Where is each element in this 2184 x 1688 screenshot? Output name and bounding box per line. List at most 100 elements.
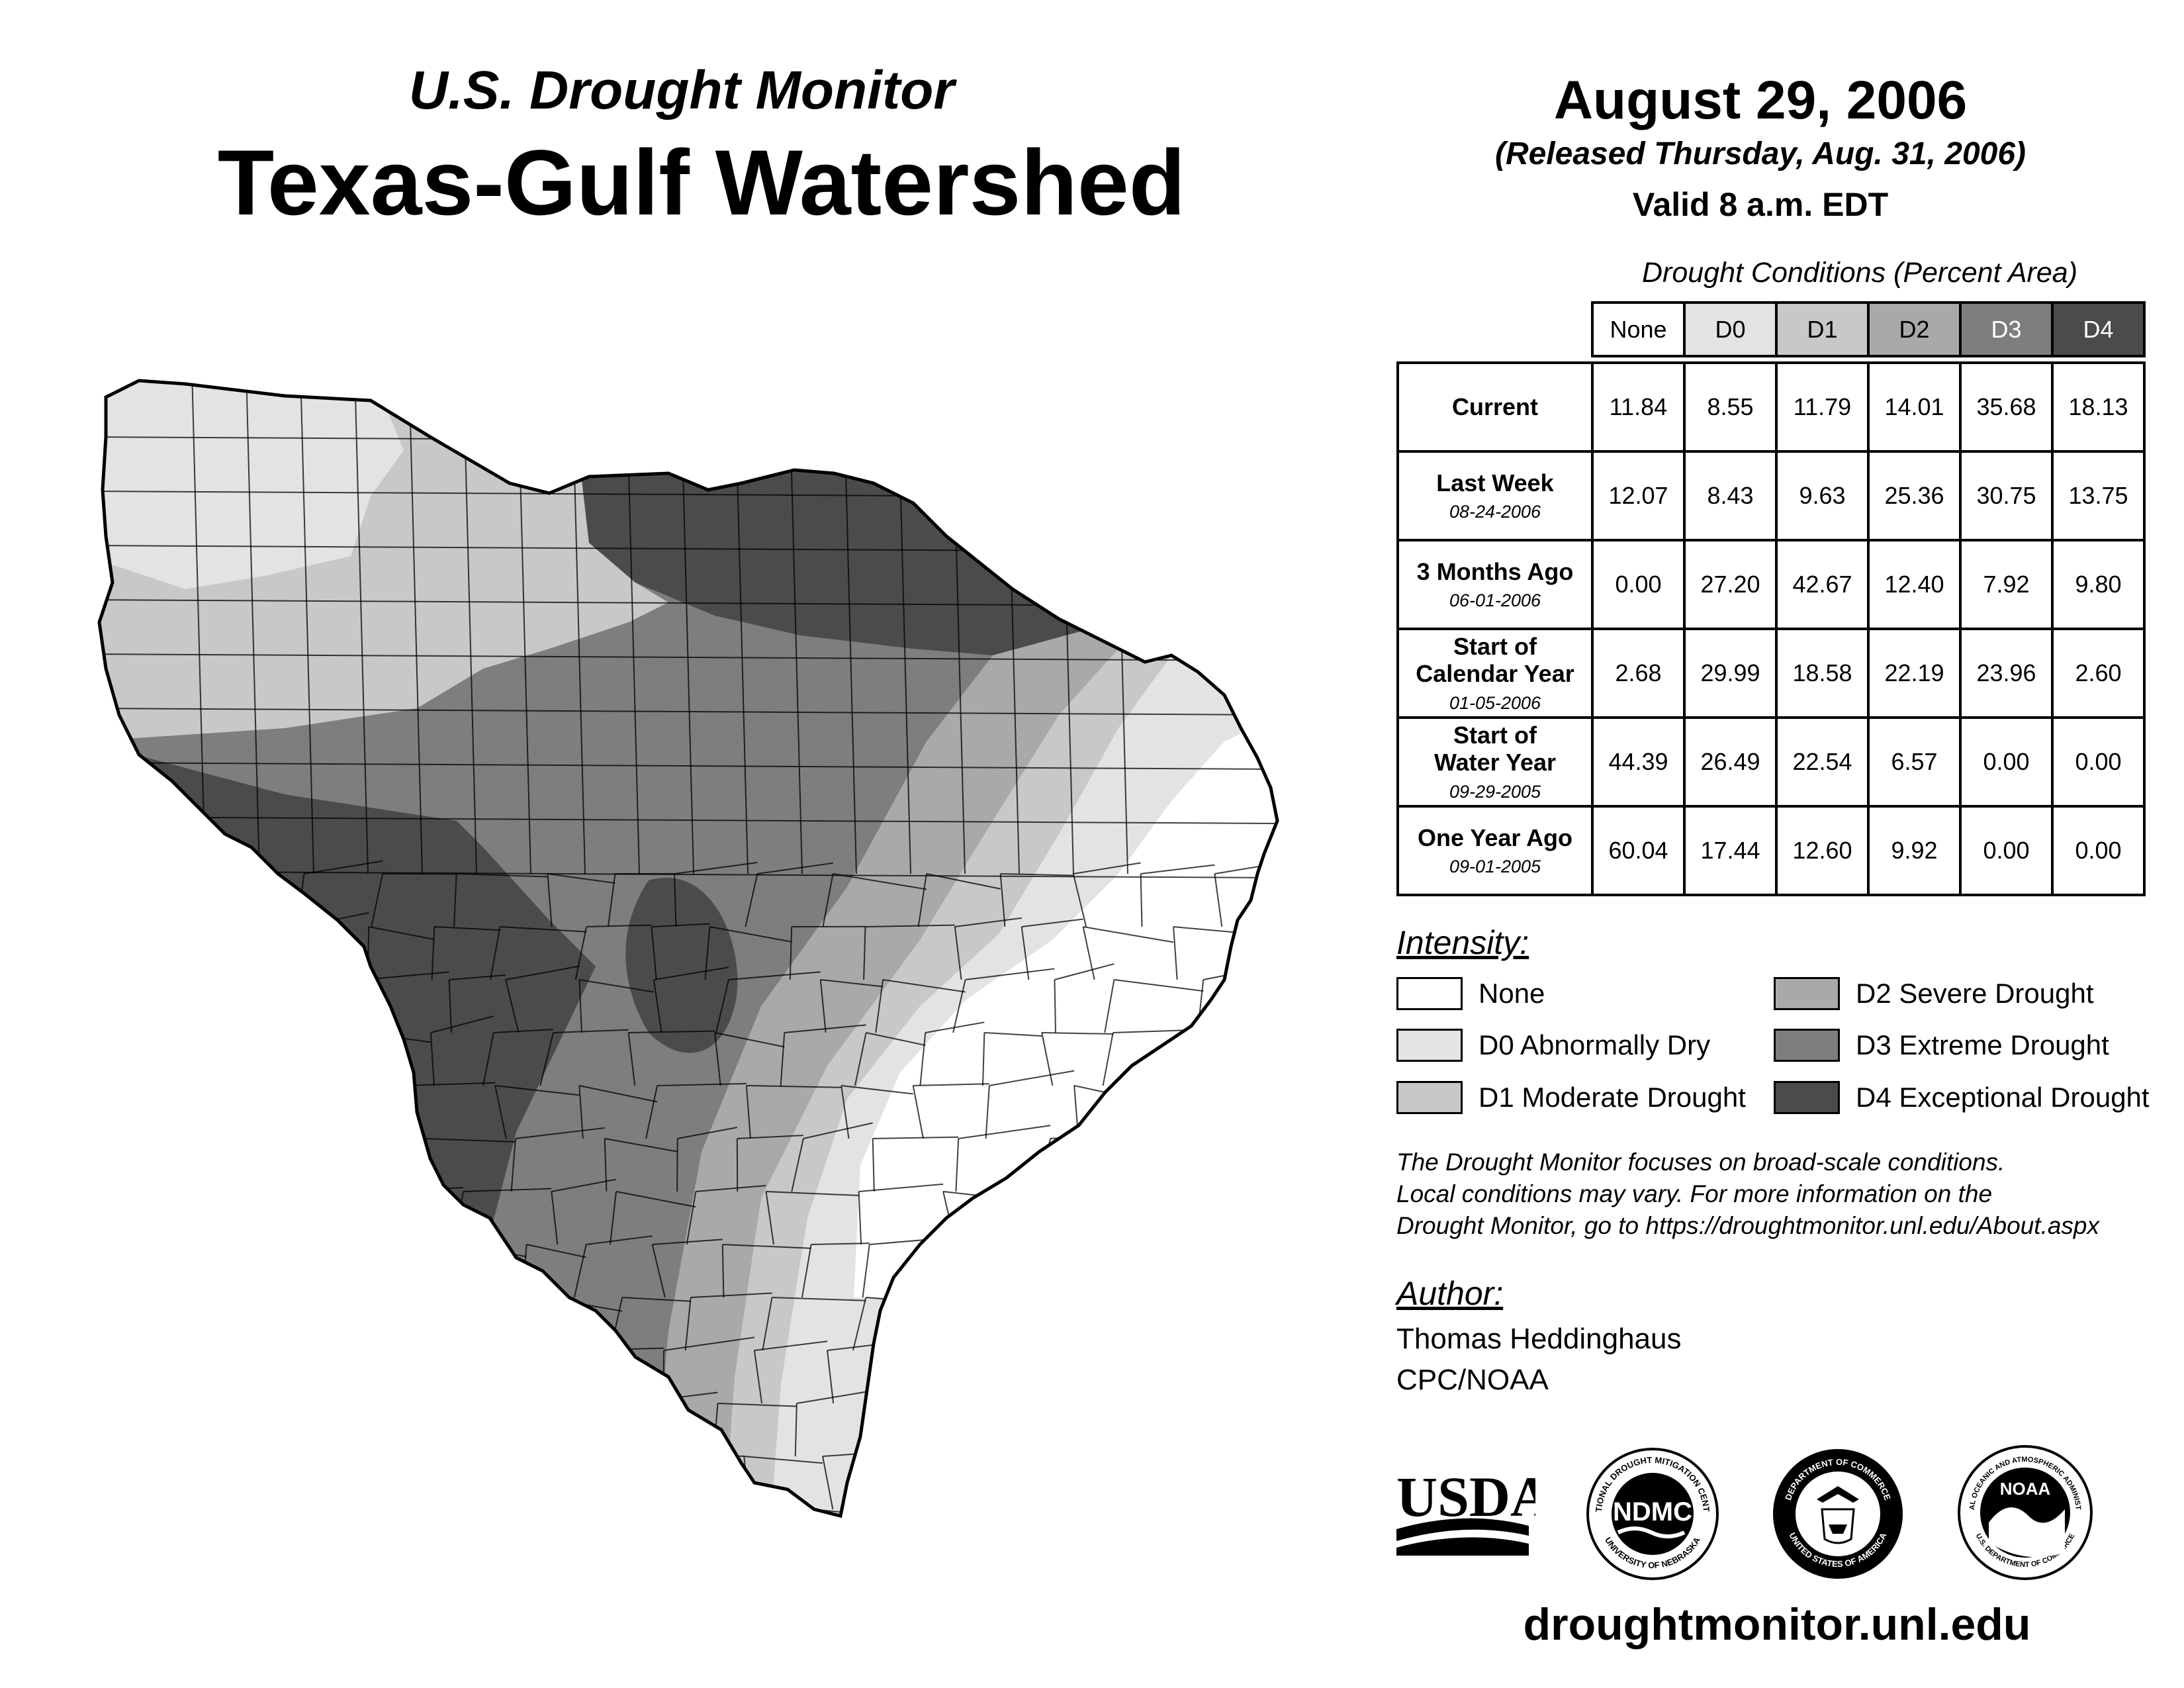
county-line	[408, 381, 423, 874]
county-line	[952, 979, 966, 1033]
county-line	[298, 926, 311, 980]
ndmc-wave	[1617, 1526, 1686, 1538]
county-line	[303, 1191, 315, 1245]
map-date: August 29, 2006	[1553, 70, 1968, 130]
county-line	[314, 1403, 324, 1457]
cell-none: 0.00	[1591, 539, 1686, 630]
county-line	[684, 1297, 692, 1351]
county-line	[1029, 1350, 1037, 1404]
county-line	[1115, 1138, 1126, 1192]
county-line	[917, 873, 927, 927]
col-none: None	[1591, 301, 1686, 357]
col-d2: D2	[1867, 301, 1962, 357]
county-line	[984, 1032, 1042, 1037]
county-line	[515, 1127, 605, 1139]
legend-swatch	[1774, 1029, 1840, 1062]
county-line	[944, 1244, 1023, 1248]
county-line	[369, 1191, 383, 1245]
county-line	[300, 381, 314, 874]
cell-d1: 11.79	[1775, 361, 1870, 453]
county-line	[1101, 1227, 1162, 1245]
footer-url[interactable]: droughtmonitor.unl.edu	[1523, 1599, 2031, 1650]
county-line	[367, 926, 370, 980]
county-line	[320, 1083, 404, 1086]
county-line	[916, 1456, 1000, 1464]
county-line	[1151, 1291, 1211, 1298]
county-line	[686, 1191, 697, 1245]
county-line	[1275, 1085, 1277, 1139]
county-line	[607, 873, 616, 927]
county-line	[852, 1297, 867, 1351]
row-label-line: Last Week	[1436, 469, 1554, 496]
county-line	[448, 1456, 463, 1510]
cell-none: 2.68	[1591, 628, 1686, 719]
county-line	[737, 1135, 803, 1139]
county-line	[490, 926, 501, 980]
legend-label: D0 Abnormally Dry	[1479, 1029, 1711, 1060]
county-line	[1147, 1456, 1242, 1470]
county-line	[384, 1280, 448, 1298]
county-line	[505, 979, 520, 1033]
county-line	[999, 873, 1006, 927]
county-line	[516, 1350, 584, 1361]
county-line	[833, 873, 927, 890]
county-line	[784, 1024, 866, 1033]
cell-d2: 22.19	[1867, 628, 1962, 719]
legend-item: D4 Exceptional Drought	[1774, 1080, 2150, 1115]
county-line	[754, 1340, 828, 1351]
map-title: Texas-Gulf Watershed	[217, 130, 1186, 234]
county-line	[651, 1244, 666, 1298]
county-line	[780, 1032, 786, 1086]
map-subtitle: U.S. Drought Monitor	[408, 60, 955, 120]
county-line	[359, 1244, 372, 1298]
county-line	[1021, 926, 1030, 980]
county-line	[467, 1403, 474, 1457]
county-line	[604, 1138, 678, 1152]
table-caption: Drought Conditions (Percent Area)	[1641, 257, 2078, 289]
county-line	[301, 1297, 385, 1314]
county-line	[789, 926, 793, 980]
county-line	[1104, 979, 1115, 1033]
county-line	[948, 1403, 963, 1457]
county-line	[651, 926, 657, 980]
cell-d3: 0.00	[1959, 716, 2054, 808]
county-line	[351, 1138, 359, 1192]
county-line	[579, 979, 655, 993]
county-line	[690, 1292, 772, 1298]
county-line	[714, 1032, 721, 1086]
county-line	[762, 1297, 773, 1351]
row-label-line: Start of	[1453, 633, 1537, 661]
county-line	[858, 1191, 862, 1245]
county-line	[1015, 1394, 1097, 1404]
county-line	[359, 1244, 453, 1254]
county-line	[819, 979, 827, 1033]
county-line	[1054, 963, 1115, 980]
county-line	[911, 1348, 972, 1351]
county-line	[1234, 1129, 1277, 1139]
county-line	[615, 1191, 696, 1208]
county-line	[1206, 1085, 1212, 1139]
legend-item: D2 Severe Drought	[1774, 976, 2094, 1011]
county-line	[586, 1235, 653, 1245]
county-line	[299, 1350, 302, 1404]
county-line	[979, 1509, 981, 1516]
county-line	[623, 1447, 684, 1457]
county-line	[954, 917, 1022, 927]
county-line	[919, 1032, 927, 1086]
county-line	[1139, 1456, 1148, 1510]
county-line	[900, 1493, 981, 1510]
county-line	[579, 1085, 658, 1103]
county-line	[949, 1284, 1016, 1298]
cell-d3: 23.96	[1959, 628, 2054, 719]
col-d0: D0	[1683, 301, 1778, 357]
county-line	[664, 1509, 744, 1516]
county-line	[936, 1244, 946, 1298]
zone-d0-panhandle	[99, 381, 404, 589]
county-line	[447, 1297, 544, 1310]
cell-d0: 8.55	[1683, 361, 1778, 453]
county-line	[423, 1138, 516, 1143]
county-line	[369, 1350, 447, 1364]
county-line	[314, 1403, 375, 1420]
county-line	[430, 1032, 435, 1086]
commerce-seal: DEPARTMENT OF COMMERCE UNITED STATES OF …	[1773, 1449, 1903, 1579]
